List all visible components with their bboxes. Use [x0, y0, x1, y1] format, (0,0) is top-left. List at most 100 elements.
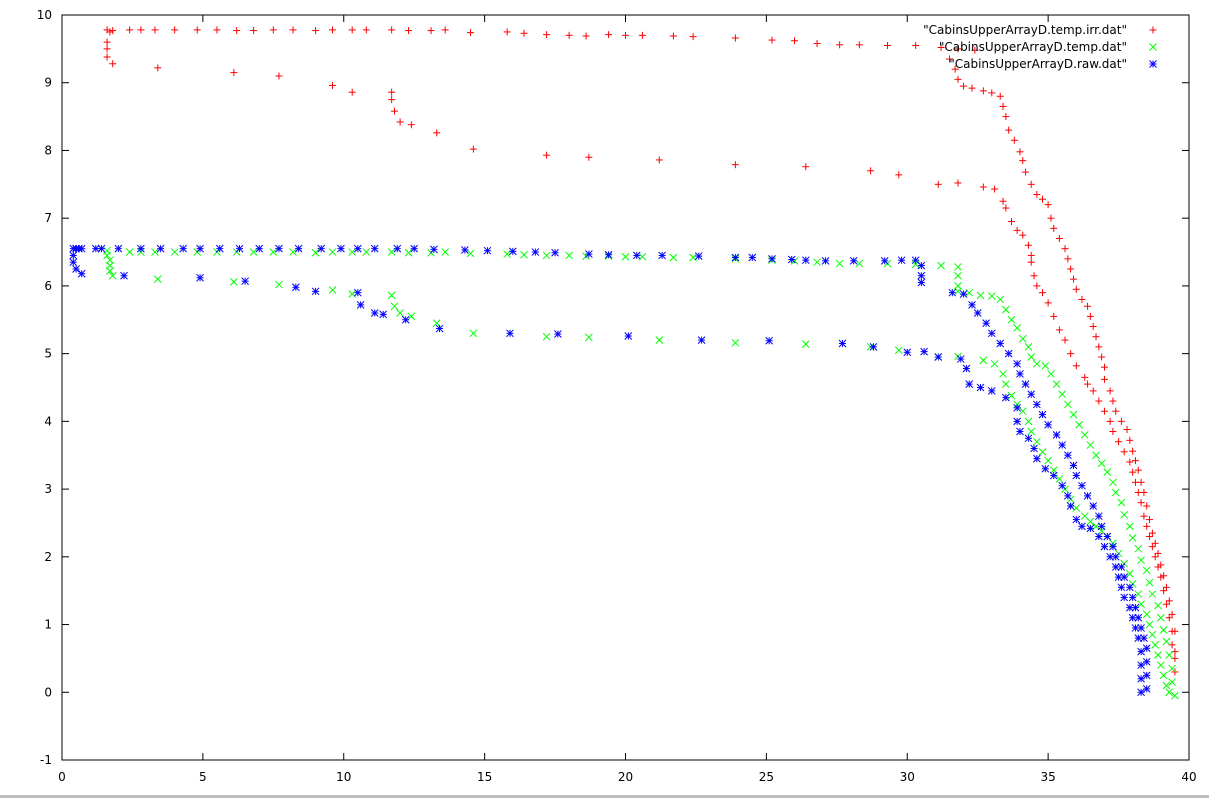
- raw-data-point: [1128, 593, 1137, 602]
- irr-data-point: [954, 75, 962, 83]
- temp-data-point: [621, 252, 630, 261]
- irr-data-point: [1038, 195, 1046, 203]
- raw-data-point: [1016, 427, 1024, 436]
- temp-data-point: [328, 248, 337, 256]
- irr-data-point: [1050, 312, 1058, 320]
- raw-data-point: [1111, 563, 1120, 571]
- raw-data-point: [1013, 403, 1021, 412]
- x-tick-label: 25: [759, 770, 774, 784]
- irr-data-point: [1157, 561, 1165, 569]
- irr-data-point: [1129, 468, 1137, 476]
- raw-data-point: [787, 255, 796, 264]
- raw-data-point: [69, 258, 78, 267]
- temp-data-point: [813, 258, 821, 267]
- irr-data-point: [1100, 375, 1108, 383]
- irr-data-point: [988, 89, 996, 97]
- irr-data-point: [979, 87, 987, 95]
- temp-data-point: [1111, 488, 1120, 497]
- temp-data-point: [1086, 517, 1095, 526]
- temp-data-point: [520, 250, 528, 259]
- irr-data-point: [109, 27, 117, 35]
- irr-data-point: [1140, 488, 1148, 496]
- x-tick-label: 30: [900, 770, 915, 784]
- temp-data-point: [1092, 451, 1100, 460]
- temp-data-point: [954, 271, 962, 280]
- raw-data-point: [1027, 390, 1036, 399]
- irr-data-point: [802, 163, 810, 171]
- irr-data-point: [1055, 326, 1063, 334]
- temp-data-point: [1156, 661, 1165, 670]
- irr-data-point: [396, 118, 404, 126]
- temp-data-point: [1168, 664, 1176, 673]
- raw-data-point: [838, 339, 847, 348]
- raw-data-point: [311, 287, 320, 296]
- raw-data-point: [461, 246, 469, 254]
- raw-data-point: [768, 254, 776, 263]
- raw-data-point: [987, 387, 996, 395]
- irr-data-point: [1160, 572, 1168, 580]
- temp-data-point: [1165, 651, 1174, 659]
- temp-data-point: [106, 256, 114, 265]
- temp-data-point: [289, 248, 297, 256]
- irr-data-point: [991, 185, 999, 193]
- temp-data-point: [348, 248, 357, 256]
- raw-data-point: [849, 256, 858, 265]
- temp-data-point: [1162, 637, 1171, 646]
- raw-data-point: [1142, 657, 1151, 666]
- irr-data-point: [151, 26, 159, 34]
- raw-data-point: [1078, 481, 1086, 490]
- x-tick-label: 20: [618, 770, 633, 784]
- temp-data-point: [469, 329, 478, 338]
- irr-data-point: [1140, 512, 1148, 520]
- raw-data-point: [917, 261, 926, 270]
- raw-data-point: [920, 347, 929, 356]
- series-2: [103, 246, 1179, 700]
- raw-data-point: [337, 244, 345, 253]
- irr-data-point: [213, 26, 221, 34]
- irr-data-point: [1016, 148, 1024, 156]
- y-tick-label: 8: [44, 143, 52, 157]
- y-axis: -1 0 1 2 3 4 5 6 7 8 9 10: [37, 8, 1189, 767]
- temp-data-point: [731, 338, 740, 347]
- temp-data-point: [275, 280, 283, 289]
- irr-data-point: [565, 31, 573, 39]
- raw-data-point: [370, 309, 379, 317]
- raw-data-point: [370, 244, 379, 253]
- legend-label: "CabinsUpperArrayD.temp.dat": [939, 40, 1127, 54]
- raw-data-point: [962, 364, 971, 373]
- irr-data-point: [388, 96, 396, 104]
- temp-data-point: [269, 248, 278, 256]
- raw-data-point: [1086, 524, 1095, 533]
- irr-data-point: [348, 88, 356, 96]
- raw-data-point: [1125, 583, 1134, 592]
- temp-data-point: [1162, 681, 1171, 690]
- raw-data-point: [917, 271, 926, 280]
- irr-data-point: [951, 65, 959, 73]
- irr-data-point: [937, 44, 945, 52]
- temp-data-point: [125, 248, 134, 256]
- raw-data-point: [69, 251, 78, 260]
- irr-data-point: [543, 151, 551, 159]
- raw-data-point: [1120, 573, 1129, 581]
- irr-data-point: [1100, 407, 1108, 415]
- raw-data-point: [77, 269, 86, 278]
- irr-data-point: [1064, 255, 1072, 263]
- irr-data-point: [441, 26, 449, 34]
- irr-data-point: [1044, 201, 1052, 209]
- data-marks: [69, 26, 1179, 700]
- raw-data-point: [624, 332, 633, 340]
- y-tick-label: -1: [40, 753, 52, 767]
- legend-label: "CabinsUpperArrayD.raw.dat": [949, 57, 1127, 71]
- raw-data-point: [435, 324, 444, 333]
- temp-data-point: [1154, 601, 1162, 610]
- legend-marker: [1149, 60, 1157, 68]
- irr-data-point: [884, 41, 892, 49]
- temp-data-point: [979, 356, 988, 365]
- raw-data-point: [554, 330, 562, 338]
- irr-data-point: [1044, 299, 1052, 307]
- temp-data-point: [1033, 359, 1041, 368]
- raw-data-point: [1041, 464, 1050, 473]
- raw-data-point: [401, 315, 410, 324]
- irr-data-point: [996, 92, 1004, 100]
